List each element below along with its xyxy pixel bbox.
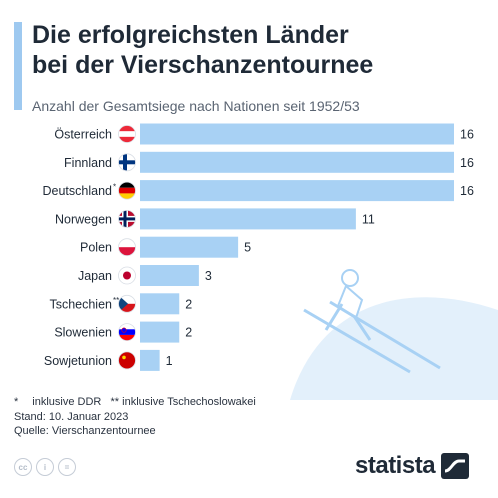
bar-row: Sowjetunion 1 (44, 349, 173, 371)
bar-row: Polen 5 (80, 236, 251, 258)
jp-flag-icon (118, 266, 136, 285)
bar-row: Österreich 16 (54, 123, 474, 145)
bar-row: Finnland 16 (64, 151, 474, 173)
ski-jumper-illustration (290, 269, 498, 400)
category-label: Norwegen (55, 212, 112, 226)
value-label: 1 (166, 354, 173, 368)
category-label: Österreich (54, 128, 112, 142)
at-flag-icon (118, 125, 136, 143)
value-label: 16 (460, 156, 474, 170)
bar (140, 208, 356, 230)
no-flag-icon (118, 209, 136, 228)
bar (140, 349, 160, 371)
bar (140, 265, 199, 286)
license-icons: cc i = (14, 458, 76, 476)
source-note: Quelle: Vierschanzentournee (14, 425, 156, 437)
stand-note: Stand: 10. Januar 2023 (14, 410, 129, 423)
value-label: 16 (460, 184, 474, 198)
cs-note: inklusive Tschechoslowakei (122, 396, 256, 408)
pl-flag-icon (118, 238, 136, 257)
bar-row: Norwegen 11 (55, 208, 375, 230)
category-mark: * (113, 183, 116, 192)
value-label: 3 (205, 269, 212, 283)
bar (140, 236, 239, 258)
bar-row: Tschechien ** 2 (49, 293, 192, 315)
de-flag-icon (118, 181, 136, 200)
bar (140, 123, 454, 145)
bar (140, 321, 180, 343)
ddr-mark: * (14, 396, 19, 408)
category-label: Polen (80, 241, 112, 255)
bar-row: Japan 3 (78, 265, 212, 286)
bar (140, 151, 454, 173)
su-flag-icon (118, 351, 136, 370)
category-label: Sowjetunion (44, 354, 112, 368)
value-label: 5 (244, 241, 251, 255)
no-derivatives-icon: = (58, 458, 76, 476)
cz-flag-icon (118, 294, 136, 313)
fi-flag-icon (118, 153, 136, 172)
cs-mark: ** (110, 396, 120, 408)
footnote-line-1: * inklusive DDR ** inklusive Tschechoslow… (14, 395, 484, 410)
category-mark: ** (113, 296, 119, 305)
cc-icon: cc (14, 458, 32, 476)
bar (140, 180, 454, 202)
footnotes: * inklusive DDR ** inklusive Tschechoslow… (14, 395, 484, 439)
brand-name: statista (355, 452, 436, 479)
bar-row: Slowenien 2 (54, 321, 192, 343)
value-label: 16 (460, 128, 474, 142)
statista-logo: statista (355, 452, 470, 480)
title-line-1: Die erfolgreichsten Länder (32, 21, 349, 49)
value-label: 2 (185, 326, 192, 340)
statista-mark-icon (441, 453, 470, 479)
chart-title: Die erfolgreichsten Länder bei der Viers… (32, 20, 492, 80)
category-label: Deutschland (43, 184, 113, 198)
si-flag-icon (118, 323, 136, 342)
category-label: Tschechien (49, 297, 112, 311)
title-line-2: bei der Vierschanzentournee (32, 51, 374, 79)
title-accent-bar (14, 22, 22, 110)
value-label: 2 (185, 297, 192, 311)
attribution-icon: i (36, 458, 54, 476)
category-label: Japan (78, 269, 112, 283)
chart-subtitle: Anzahl der Gesamtsiege nach Nationen sei… (32, 98, 360, 114)
value-label: 11 (362, 212, 375, 226)
category-label: Finnland (64, 156, 112, 170)
category-label: Slowenien (54, 326, 112, 340)
bar-row: Deutschland * 16 (43, 180, 474, 202)
ddr-note: inklusive DDR (32, 396, 102, 408)
bar (140, 293, 180, 315)
